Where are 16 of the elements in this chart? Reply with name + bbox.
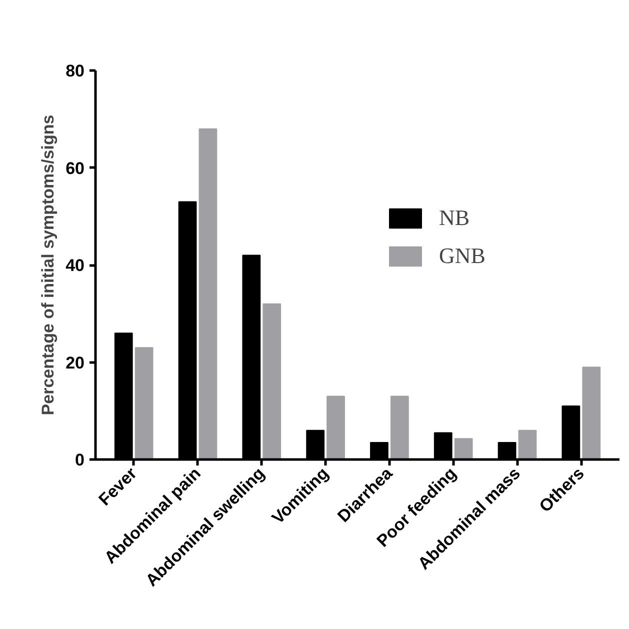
bar — [134, 347, 154, 460]
y-tick-label: 60 — [66, 158, 85, 178]
y-tick-label: 80 — [66, 62, 85, 80]
bar — [262, 303, 282, 460]
bar — [582, 366, 601, 460]
bar — [390, 396, 409, 460]
y-tick-label: 20 — [66, 353, 85, 372]
bar — [326, 396, 345, 460]
y-tick-label: 40 — [66, 256, 85, 275]
bar — [518, 430, 537, 460]
legend-label: GNB — [439, 243, 486, 269]
bar — [454, 438, 473, 460]
legend-label: NB — [439, 205, 470, 231]
y-axis-title: Percentage of initial symptoms/signs — [38, 114, 58, 416]
y-tick-label: 0 — [75, 450, 85, 470]
bar — [198, 128, 218, 460]
